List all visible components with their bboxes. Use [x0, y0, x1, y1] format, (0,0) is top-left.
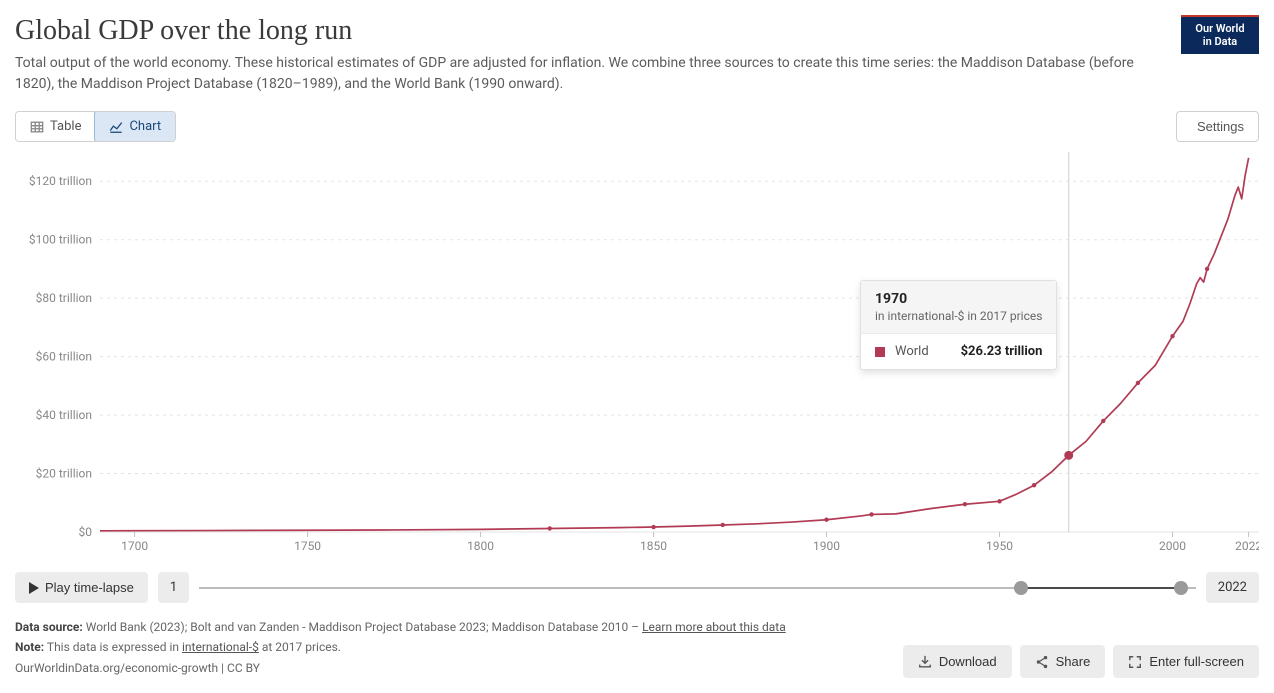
table-icon: [30, 120, 44, 134]
note-link[interactable]: international-$: [182, 640, 259, 654]
source-label: Data source:: [15, 620, 83, 634]
svg-text:$120 trillion: $120 trillion: [29, 174, 92, 188]
owid-logo[interactable]: Our World in Data: [1181, 15, 1259, 54]
svg-text:1900: 1900: [813, 539, 840, 552]
tooltip-unit: in international-$ in 2017 prices: [875, 309, 1042, 323]
tooltip-value: $26.23 trillion: [961, 344, 1043, 359]
svg-text:1800: 1800: [467, 539, 494, 552]
play-timelapse-button[interactable]: Play time-lapse: [15, 572, 148, 603]
svg-text:1850: 1850: [640, 539, 667, 552]
timeline-slider[interactable]: [199, 587, 1196, 589]
tooltip-year: 1970: [875, 291, 1042, 307]
share-label: Share: [1056, 654, 1091, 669]
svg-text:$100 trillion: $100 trillion: [29, 233, 92, 247]
logo-line-2: in Data: [1203, 36, 1237, 49]
note-after: at 2017 prices.: [259, 640, 341, 654]
svg-text:$60 trillion: $60 trillion: [36, 350, 92, 364]
page-subtitle: Total output of the world economy. These…: [15, 53, 1161, 95]
settings-button[interactable]: Settings: [1176, 111, 1259, 142]
fullscreen-icon: [1128, 655, 1142, 669]
tab-table[interactable]: Table: [16, 112, 95, 141]
svg-text:2000: 2000: [1159, 539, 1186, 552]
download-label: Download: [939, 654, 997, 669]
source-text: World Bank (2023); Bolt and van Zanden -…: [83, 620, 642, 634]
svg-text:$40 trillion: $40 trillion: [36, 408, 92, 422]
chart-tooltip: 1970 in international-$ in 2017 prices W…: [860, 280, 1057, 370]
page-title: Global GDP over the long run: [15, 15, 1161, 47]
footer-meta: Data source: World Bank (2023); Bolt and…: [15, 617, 786, 678]
note-label: Note:: [15, 640, 44, 654]
tab-chart[interactable]: Chart: [94, 111, 176, 142]
slider-handle-start[interactable]: [1014, 581, 1028, 595]
svg-text:$0: $0: [79, 525, 93, 539]
download-button[interactable]: Download: [903, 645, 1012, 678]
credit-line: OurWorldinData.org/economic-growth | CC …: [15, 658, 786, 678]
svg-text:1950: 1950: [986, 539, 1013, 552]
settings-label: Settings: [1197, 119, 1244, 134]
svg-text:$80 trillion: $80 trillion: [36, 291, 92, 305]
svg-text:1750: 1750: [294, 539, 321, 552]
timeline-start-year[interactable]: 1: [158, 572, 189, 603]
play-icon: [29, 582, 39, 594]
tooltip-swatch: [875, 347, 885, 357]
download-icon: [918, 655, 932, 669]
fullscreen-label: Enter full-screen: [1149, 654, 1244, 669]
svg-text:$20 trillion: $20 trillion: [36, 467, 92, 481]
learn-more-link[interactable]: Learn more about this data: [642, 620, 786, 634]
tab-table-label: Table: [50, 119, 81, 134]
slider-active-range: [1021, 587, 1180, 589]
note-before: This data is expressed in: [44, 640, 182, 654]
line-chart: $0 $20 trillion $40 trillion $60 trillion $8…: [15, 152, 1259, 552]
tab-chart-label: Chart: [129, 119, 161, 134]
play-label: Play time-lapse: [45, 580, 134, 595]
share-icon: [1035, 655, 1049, 669]
tooltip-series: World: [895, 344, 951, 359]
svg-text:2022: 2022: [1235, 539, 1259, 552]
view-tabs: Table Chart: [15, 111, 176, 142]
chart-icon: [109, 120, 123, 134]
timeline-end-year[interactable]: 2022: [1206, 572, 1259, 603]
slider-handle-end[interactable]: [1174, 581, 1188, 595]
chart-area[interactable]: $0 $20 trillion $40 trillion $60 trillion $8…: [15, 152, 1259, 552]
fullscreen-button[interactable]: Enter full-screen: [1113, 645, 1259, 678]
logo-line-1: Our World: [1195, 23, 1244, 36]
share-button[interactable]: Share: [1020, 645, 1106, 678]
svg-text:1700: 1700: [121, 539, 148, 552]
